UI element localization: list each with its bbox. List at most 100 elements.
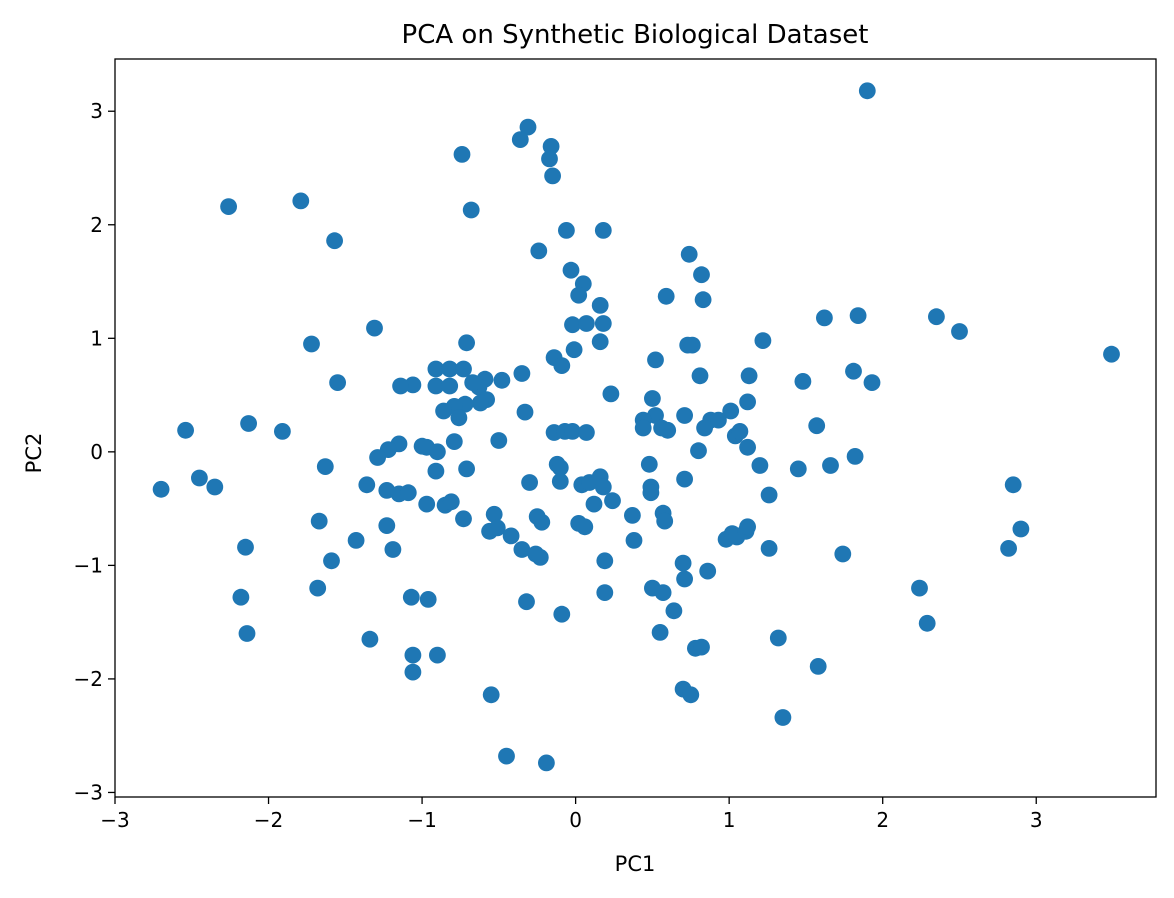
data-point <box>683 336 701 354</box>
data-point <box>455 360 472 378</box>
data-point <box>564 423 581 440</box>
data-point <box>739 438 756 456</box>
x-tick-label: −3 <box>100 808 129 832</box>
data-point <box>238 625 256 642</box>
data-point <box>760 486 778 504</box>
data-point <box>498 747 515 765</box>
data-point <box>918 614 936 632</box>
data-point <box>445 433 463 450</box>
data-point <box>816 309 833 327</box>
data-point <box>849 307 867 324</box>
data-point <box>442 493 460 511</box>
y-tick-label: 0 <box>90 440 103 464</box>
data-point <box>427 462 445 480</box>
data-point <box>740 367 758 385</box>
data-point <box>602 385 620 403</box>
x-axis-label: PC1 <box>615 852 656 876</box>
data-point <box>152 480 170 498</box>
data-point <box>493 371 511 389</box>
data-point <box>458 460 475 478</box>
data-point <box>710 411 727 429</box>
data-point <box>404 376 422 394</box>
data-point <box>441 377 459 395</box>
plot-frame <box>114 58 1157 798</box>
data-point <box>760 540 778 557</box>
data-point <box>659 421 677 439</box>
data-point <box>1004 476 1022 494</box>
data-point <box>404 646 422 664</box>
data-point <box>427 360 445 378</box>
data-point <box>521 474 538 491</box>
data-point <box>542 138 560 155</box>
data-point <box>530 242 548 260</box>
data-point <box>693 266 710 284</box>
data-point <box>863 374 881 391</box>
data-point <box>329 374 346 391</box>
data-point <box>513 365 531 382</box>
data-point <box>657 287 675 305</box>
data-point <box>699 562 717 580</box>
data-point <box>358 476 376 494</box>
data-point <box>177 421 195 439</box>
data-point <box>570 286 588 304</box>
data-point <box>731 423 749 440</box>
data-point <box>769 629 787 647</box>
data-point <box>309 579 327 597</box>
data-point <box>347 532 365 549</box>
data-point <box>739 518 756 536</box>
data-point <box>624 507 641 524</box>
data-point <box>232 588 250 606</box>
data-point <box>519 118 537 136</box>
data-point <box>693 638 710 656</box>
data-point <box>361 630 379 648</box>
x-tick-label: 1 <box>723 808 736 832</box>
data-point <box>565 341 583 359</box>
data-point <box>774 709 792 726</box>
data-point <box>682 686 700 704</box>
data-point <box>594 222 612 239</box>
data-point <box>427 377 445 395</box>
data-point <box>206 478 224 496</box>
data-point <box>809 658 827 675</box>
y-tick-label: −3 <box>74 780 103 804</box>
data-point <box>822 457 839 474</box>
data-point <box>562 261 580 279</box>
data-point <box>676 570 693 588</box>
data-point <box>399 484 417 502</box>
data-point <box>441 360 459 378</box>
y-tick-label: 1 <box>90 326 103 350</box>
y-tick-label: −1 <box>74 553 103 577</box>
data-point <box>485 505 503 523</box>
data-point <box>429 646 446 664</box>
data-point <box>694 291 712 309</box>
data-point <box>418 495 436 513</box>
data-point <box>490 432 508 449</box>
data-point <box>323 552 340 570</box>
data-point <box>585 495 603 513</box>
data-point <box>578 315 595 332</box>
data-point <box>696 419 713 437</box>
data-point <box>911 579 928 597</box>
data-point <box>591 333 609 351</box>
data-point <box>576 518 594 536</box>
data-point <box>488 519 506 537</box>
data-point <box>541 150 558 168</box>
data-point <box>834 545 852 563</box>
data-point <box>472 394 489 412</box>
data-point <box>378 517 396 534</box>
data-point <box>596 552 614 570</box>
data-point <box>676 470 693 488</box>
data-point <box>462 201 480 219</box>
data-point <box>366 319 383 337</box>
data-point <box>846 448 864 465</box>
y-tick-label: 3 <box>90 99 103 123</box>
y-tick-label: −2 <box>74 667 103 691</box>
y-tick-label: 2 <box>90 213 103 237</box>
data-point <box>553 605 571 623</box>
data-point <box>533 513 551 531</box>
data-point <box>292 192 310 210</box>
data-point <box>392 377 409 395</box>
data-point <box>656 512 674 530</box>
